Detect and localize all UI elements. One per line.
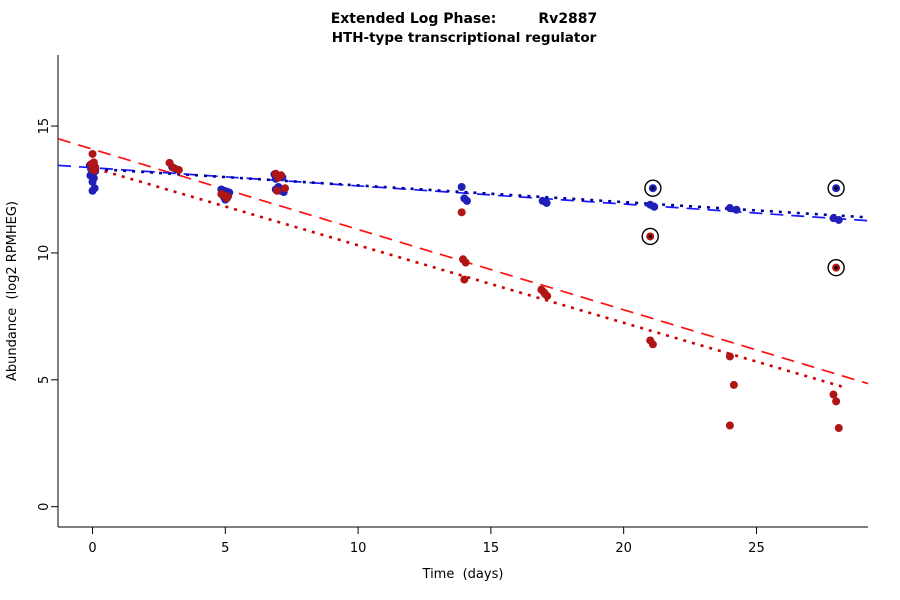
- blue-replicates-point: [725, 204, 734, 213]
- red-replicates-point: [460, 275, 469, 284]
- red-replicates-point: [725, 352, 734, 361]
- red-replicates-flag-center: [834, 266, 838, 270]
- red-replicates-point: [88, 149, 97, 158]
- x-tick-label: 20: [615, 541, 632, 556]
- red-replicates-point: [461, 258, 470, 267]
- red-replicates-point: [174, 165, 183, 174]
- red-replicates-point: [725, 421, 734, 430]
- y-axis-label: Abundance (log2 RPMHEG): [5, 201, 20, 381]
- blue-replicates-point: [462, 196, 471, 205]
- red-replicates-point: [834, 424, 843, 433]
- y-tick-label: 10: [37, 245, 52, 262]
- x-axis-label: Time (days): [422, 567, 504, 582]
- x-tick-label: 5: [221, 541, 229, 556]
- red-replicates-point: [222, 194, 231, 203]
- blue-replicates-flag-center: [834, 186, 838, 190]
- red-replicates-point: [90, 166, 99, 175]
- plot-title-prefix: Extended Log Phase:: [330, 11, 497, 27]
- blue-replicates-flag-ring: [644, 179, 662, 197]
- plot-title: Extended Log Phase: Rv2887: [58, 10, 870, 29]
- red-replicates-flag-center: [648, 234, 652, 239]
- blue-replicates-point: [457, 182, 466, 191]
- red-replicates-point: [832, 397, 841, 406]
- y-tick-label: 0: [37, 503, 52, 511]
- x-tick-label: 0: [88, 541, 96, 556]
- red-replicates-point: [274, 173, 283, 182]
- blue-replicates-point: [88, 186, 97, 195]
- blue-replicates-point: [732, 205, 741, 214]
- blue-replicates-flag-ring: [827, 179, 845, 197]
- red-replicates-flag-ring: [827, 258, 845, 277]
- x-tick-label: 25: [748, 541, 765, 556]
- blue-replicates-point: [834, 215, 843, 224]
- blue-replicates-point: [650, 202, 659, 211]
- plot-subtitle: HTH-type transcriptional regulator: [331, 29, 597, 46]
- blue-dotted-fit: [87, 167, 869, 219]
- plot-title-block: Extended Log Phase: Rv2887 HTH-type trans…: [58, 10, 870, 47]
- red-replicates-flag-ring: [641, 227, 659, 246]
- red-dotted-fit: [86, 164, 848, 390]
- red-replicates-point: [281, 184, 290, 193]
- y-tick-label: 15: [37, 118, 52, 135]
- y-tick-label: 5: [37, 376, 52, 384]
- red-replicates-point: [648, 340, 657, 349]
- red-replicates-point: [729, 380, 738, 389]
- blue-replicates-flag-center: [651, 186, 655, 190]
- blue-replicates-point: [88, 177, 97, 186]
- blue-replicates-point: [542, 198, 551, 207]
- red-replicates-point: [543, 292, 552, 301]
- x-tick-label: 10: [350, 541, 367, 556]
- red-replicates-point: [273, 186, 282, 195]
- plot-title-gene: Rv2887: [538, 11, 598, 27]
- red-replicates-point: [457, 208, 466, 217]
- x-tick-label: 15: [483, 541, 500, 556]
- red-replicates-point: [829, 390, 838, 399]
